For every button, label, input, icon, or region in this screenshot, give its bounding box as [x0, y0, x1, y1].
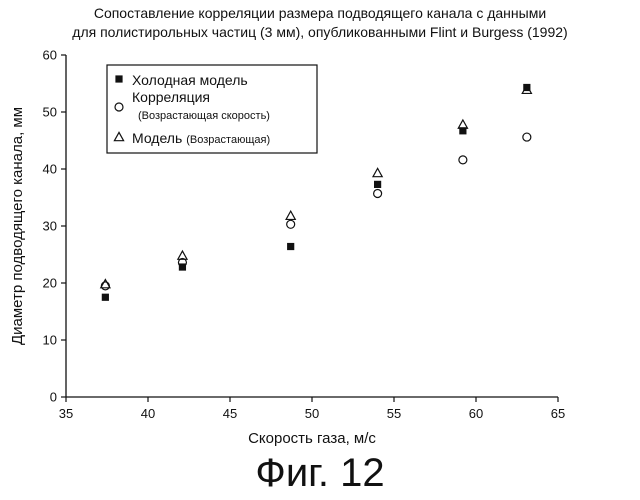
x-tick-label: 40 — [141, 406, 155, 421]
x-tick-label: 60 — [469, 406, 483, 421]
data-point-correlation — [101, 282, 109, 290]
legend-sublabel: (Возрастающая) — [186, 134, 270, 146]
legend-label: Модель — [132, 130, 182, 146]
legend-label: Холодная модель — [132, 72, 248, 88]
y-tick-label: 60 — [43, 48, 57, 63]
data-point-correlation — [523, 133, 531, 141]
x-tick-label: 50 — [305, 406, 319, 421]
data-point-model — [373, 168, 382, 176]
data-point-correlation — [459, 156, 467, 164]
y-tick-label: 50 — [43, 105, 57, 120]
y-tick-label: 10 — [43, 333, 57, 348]
scatter-chart: 35 40 45 50 55 60 65 0 10 20 30 40 50 60 Скорость газа… — [0, 0, 640, 450]
x-tick-label: 45 — [223, 406, 237, 421]
x-axis-label: Скорость газа, м/с — [248, 430, 376, 447]
x-tick-label: 55 — [387, 406, 401, 421]
legend-marker — [115, 75, 122, 82]
y-axis-label: Диаметр подводящего канала, мм — [9, 107, 26, 345]
y-tick-label: 20 — [43, 276, 57, 291]
data-point-cold-model — [374, 181, 381, 188]
data-point-cold-model — [102, 294, 109, 301]
y-tick-label: 0 — [50, 390, 57, 405]
x-tick-label: 35 — [59, 406, 73, 421]
y-tick-label: 30 — [43, 219, 57, 234]
data-point-correlation — [374, 190, 382, 198]
legend-sublabel: (Возрастающая скорость) — [138, 110, 270, 122]
figure-caption: Фиг. 12 — [0, 450, 640, 496]
data-point-correlation — [287, 220, 295, 228]
data-point-cold-model — [287, 243, 294, 250]
x-tick-label: 65 — [551, 406, 565, 421]
data-point-model — [458, 120, 467, 128]
data-point-model — [286, 211, 295, 219]
legend-label: Корреляция — [132, 89, 210, 105]
y-tick-label: 40 — [43, 162, 57, 177]
